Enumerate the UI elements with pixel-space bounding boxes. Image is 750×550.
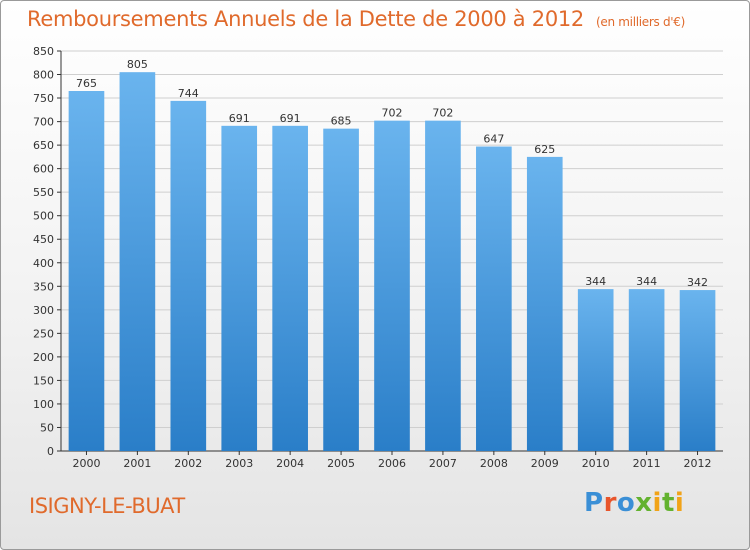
data-label: 691 [229, 112, 250, 125]
x-tick-label: 2010 [582, 457, 610, 470]
y-tick-label: 700 [33, 116, 54, 129]
x-tick-label: 2009 [531, 457, 559, 470]
y-tick-label: 400 [33, 257, 54, 270]
logo-letter: P [584, 488, 604, 518]
y-tick-label: 250 [33, 327, 54, 340]
y-tick-label: 100 [33, 398, 54, 411]
y-tick-label: 350 [33, 280, 54, 293]
bar [68, 91, 105, 451]
data-label: 765 [76, 77, 97, 90]
bar [170, 100, 207, 451]
y-tick-label: 450 [33, 233, 54, 246]
bar [323, 128, 359, 451]
bar [119, 72, 156, 452]
logo-letter: t [661, 488, 675, 518]
chart-title: Remboursements Annuels de la Dette de 20… [27, 7, 685, 31]
y-tick-label: 550 [33, 186, 54, 199]
y-tick-label: 500 [33, 210, 54, 223]
data-label: 702 [432, 107, 453, 120]
bar [425, 120, 461, 451]
chart-unit: (en milliers d'€) [596, 15, 686, 29]
x-tick-label: 2002 [174, 457, 202, 470]
logo-letter: i [652, 488, 662, 518]
data-label: 625 [534, 143, 555, 156]
y-tick-label: 800 [33, 69, 54, 82]
y-tick-label: 850 [33, 45, 54, 58]
y-tick-label: 300 [33, 304, 54, 317]
y-tick-label: 150 [33, 374, 54, 387]
logo-letter: x [635, 488, 653, 518]
y-tick-label: 750 [33, 92, 54, 105]
data-label: 344 [585, 275, 606, 288]
y-tick-label: 200 [33, 351, 54, 364]
x-tick-label: 2011 [633, 457, 661, 470]
data-label: 691 [280, 112, 301, 125]
bar [374, 120, 410, 451]
bar [679, 290, 716, 451]
x-tick-label: 2001 [123, 457, 151, 470]
data-label: 342 [687, 276, 708, 289]
logo-letter: o [616, 488, 636, 518]
data-label: 744 [178, 87, 199, 100]
x-tick-label: 2008 [480, 457, 508, 470]
bar [272, 125, 308, 451]
bar [221, 125, 258, 451]
bar [476, 146, 512, 451]
data-label: 805 [127, 58, 148, 71]
logo-letter: r [603, 488, 617, 518]
x-tick-label: 2003 [225, 457, 253, 470]
bar [526, 156, 563, 451]
data-label: 702 [382, 107, 403, 120]
x-tick-label: 2004 [276, 457, 304, 470]
data-label: 647 [483, 133, 504, 146]
bar [628, 289, 665, 451]
data-label: 685 [331, 115, 352, 128]
commune-name: ISIGNY-LE-BUAT [29, 494, 185, 518]
x-tick-label: 2000 [72, 457, 100, 470]
proxiti-logo: Proxiti [584, 488, 684, 518]
x-tick-label: 2012 [684, 457, 712, 470]
x-tick-label: 2006 [378, 457, 406, 470]
logo-letter: i [674, 488, 685, 518]
x-tick-label: 2007 [429, 457, 457, 470]
bar [577, 289, 614, 451]
data-label: 344 [636, 275, 657, 288]
x-tick-label: 2005 [327, 457, 355, 470]
y-tick-label: 0 [47, 445, 54, 458]
chart-title-text: Remboursements Annuels de la Dette de 20… [27, 7, 584, 31]
y-tick-label: 50 [40, 421, 54, 434]
y-tick-label: 650 [33, 139, 54, 152]
y-tick-label: 600 [33, 163, 54, 176]
